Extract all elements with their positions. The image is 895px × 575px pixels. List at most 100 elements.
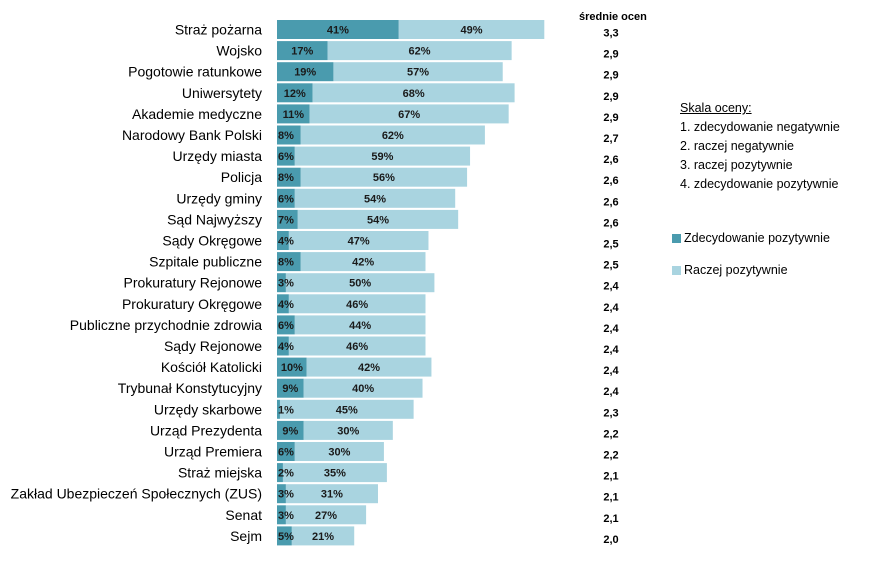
bar-rather-positive <box>294 146 471 166</box>
average-rating-value: 2,9 <box>603 70 618 82</box>
average-rating-value: 2,9 <box>603 49 618 61</box>
bar-strongly-positive <box>277 505 286 525</box>
data-label-strongly-positive: 12% <box>284 88 306 100</box>
category-label: Narodowy Bank Polski <box>122 127 262 143</box>
data-label-rather-positive: 30% <box>328 447 350 459</box>
bar-rather-positive <box>398 20 545 39</box>
bar-strongly-positive <box>277 273 286 293</box>
category-label: Kościół Katolicki <box>161 359 262 375</box>
average-rating-value: 3,3 <box>603 28 618 40</box>
category-label: Prokuratury Okręgowe <box>122 296 262 312</box>
data-label-rather-positive: 56% <box>373 172 395 184</box>
bar-rather-positive <box>288 336 426 356</box>
data-label-rather-positive: 21% <box>312 531 334 543</box>
data-label-strongly-positive: 8% <box>278 172 294 184</box>
data-label-strongly-positive: 3% <box>278 510 294 522</box>
data-label-rather-positive: 40% <box>352 383 374 395</box>
category-label: Urząd Prezydenta <box>150 422 262 438</box>
bar-rather-positive <box>303 378 423 398</box>
category-label: Sądy Rejonowe <box>164 338 262 354</box>
bar-strongly-positive <box>277 104 310 124</box>
bar-rather-positive <box>285 505 367 525</box>
data-label-strongly-positive: 11% <box>283 109 305 121</box>
legend-label: Raczej pozytywnie <box>684 263 788 277</box>
data-label-rather-positive: 57% <box>407 67 429 79</box>
average-rating-value: 2,6 <box>603 175 618 187</box>
rating-scale-item: 3. raczej pozytywnie <box>680 158 793 172</box>
data-label-rather-positive: 46% <box>346 299 368 311</box>
bar-rather-positive <box>300 125 485 145</box>
data-label-rather-positive: 59% <box>371 151 393 163</box>
average-rating-value: 2,9 <box>603 91 618 103</box>
average-rating-value: 2,5 <box>603 260 618 272</box>
data-label-rather-positive: 50% <box>349 278 371 290</box>
bar-rather-positive <box>282 463 387 483</box>
category-label: Pogotowie ratunkowe <box>128 64 262 80</box>
category-label: Publiczne przychodnie zdrowia <box>70 317 262 333</box>
data-label-strongly-positive: 19% <box>294 67 316 79</box>
bar-rather-positive <box>285 273 435 293</box>
data-label-rather-positive: 47% <box>348 236 370 248</box>
bar-strongly-positive <box>277 484 286 504</box>
bar-rather-positive <box>306 357 432 377</box>
category-label: Straż miejska <box>178 465 262 481</box>
data-label-rather-positive: 44% <box>349 320 371 332</box>
bar-rather-positive <box>300 167 468 187</box>
data-label-strongly-positive: 6% <box>278 193 294 205</box>
average-rating-value: 2,7 <box>603 133 618 145</box>
bar-strongly-positive <box>277 442 295 461</box>
average-rating-value: 2,4 <box>603 281 619 293</box>
bar-strongly-positive <box>277 83 313 103</box>
average-rating-value: 2,4 <box>603 386 619 398</box>
data-label-strongly-positive: 6% <box>278 320 294 332</box>
category-label: Straż pożarna <box>175 22 262 38</box>
data-label-strongly-positive: 41% <box>327 25 349 37</box>
bar-rather-positive <box>294 188 456 208</box>
bar-strongly-positive <box>277 294 289 314</box>
bar-strongly-positive <box>277 463 283 483</box>
bar-strongly-positive <box>277 357 307 377</box>
data-label-rather-positive: 42% <box>352 257 374 269</box>
data-label-rather-positive: 54% <box>364 193 386 205</box>
category-label: Urząd Premiera <box>164 444 262 460</box>
average-rating-value: 2,6 <box>603 196 618 208</box>
average-rating-value: 2,2 <box>603 428 618 440</box>
bar-strongly-positive <box>277 41 328 61</box>
average-rating-value: 2,4 <box>603 302 619 314</box>
average-rating-value: 2,1 <box>603 492 618 504</box>
bar-rather-positive <box>288 231 429 250</box>
bar-strongly-positive <box>277 231 289 250</box>
category-label: Policja <box>221 169 262 185</box>
bar-strongly-positive <box>277 146 295 166</box>
category-label: Sąd Najwyższy <box>167 211 262 227</box>
category-label: Urzędy miasta <box>173 148 263 164</box>
data-label-strongly-positive: 4% <box>278 341 294 353</box>
legend-item-strongly-positive: Zdecydowanie pozytywnie <box>672 229 830 247</box>
bar-rather-positive <box>291 526 355 546</box>
data-label-rather-positive: 54% <box>367 214 389 226</box>
bar-rather-positive <box>303 420 393 440</box>
bar-strongly-positive <box>277 336 289 356</box>
data-label-rather-positive: 46% <box>346 341 368 353</box>
bar-strongly-positive <box>277 399 280 419</box>
data-label-rather-positive: 62% <box>382 130 404 142</box>
bar-strongly-positive <box>277 167 301 187</box>
average-rating-value: 2,0 <box>603 534 618 546</box>
bar-strongly-positive <box>277 209 298 229</box>
category-label: Zakład Ubezpieczeń Społecznych (ZUS) <box>11 486 262 502</box>
bar-strongly-positive <box>277 62 334 82</box>
average-rating-value: 2,6 <box>603 154 618 166</box>
data-label-strongly-positive: 8% <box>278 130 294 142</box>
bar-rather-positive <box>279 399 414 419</box>
category-label: Urzędy gminy <box>176 190 262 206</box>
rating-scale-title: Skala oceny: <box>680 101 752 115</box>
data-label-strongly-positive: 17% <box>291 46 313 58</box>
category-label: Uniwersytety <box>182 85 262 101</box>
category-label: Prokuratury Rejonowe <box>123 275 262 291</box>
average-rating-value: 2,4 <box>603 344 619 356</box>
bar-strongly-positive <box>277 252 301 272</box>
data-label-rather-positive: 67% <box>398 109 420 121</box>
legend-swatch-strongly-positive <box>672 233 681 243</box>
average-rating-value: 2,4 <box>603 323 619 335</box>
